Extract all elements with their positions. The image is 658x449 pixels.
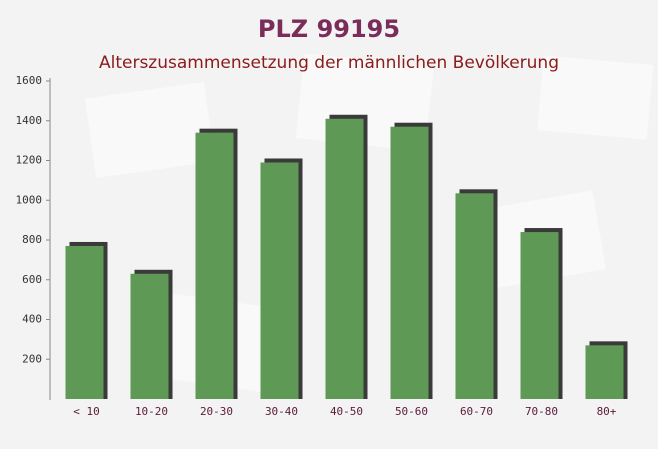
x-tick-label: 10-20 (135, 405, 168, 418)
x-tick-label: 50-60 (395, 405, 428, 418)
bar (260, 162, 299, 399)
x-tick-label: 20-30 (200, 405, 233, 418)
y-tick-label: 1400 (16, 114, 43, 127)
y-tick-label: 400 (22, 313, 42, 326)
bar (520, 232, 559, 399)
bar (325, 118, 364, 399)
y-tick-label: 800 (22, 233, 42, 246)
x-tick-label: 70-80 (525, 405, 558, 418)
y-tick-label: 200 (22, 352, 42, 365)
y-tick-label: 600 (22, 273, 42, 286)
bar (65, 245, 104, 399)
y-tick-label: 1600 (16, 74, 43, 87)
y-tick-label: 1000 (16, 193, 43, 206)
x-tick-label: 30-40 (265, 405, 298, 418)
y-tick-label: 1200 (16, 154, 43, 167)
bar (585, 345, 624, 399)
x-tick-label: < 10 (73, 405, 100, 418)
x-tick-label: 80+ (597, 405, 617, 418)
bar (390, 126, 429, 400)
x-tick-label: 60-70 (460, 405, 493, 418)
x-tick-label: 40-50 (330, 405, 363, 418)
bar (195, 132, 234, 400)
bar (130, 273, 169, 399)
chart-title: PLZ 99195 (258, 15, 400, 43)
chart-subtitle: Alterszusammensetzung der männlichen Bev… (99, 53, 559, 73)
bar (455, 193, 494, 399)
